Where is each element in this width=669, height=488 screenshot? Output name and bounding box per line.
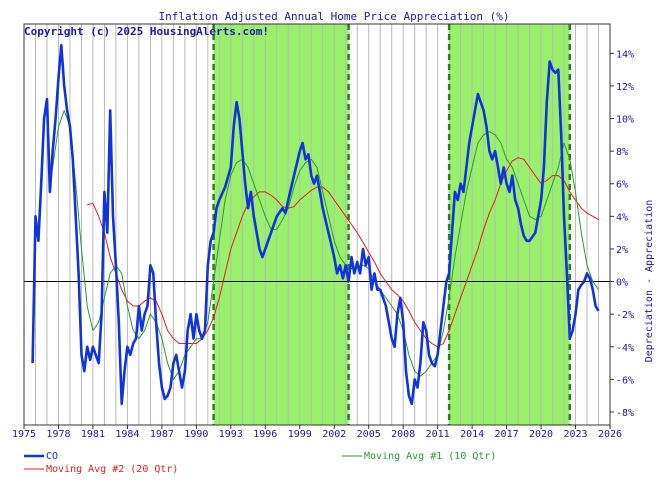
- x-tick-label-2005: 2005: [357, 429, 381, 440]
- x-tick-label-1984: 1984: [115, 429, 139, 440]
- y-tick-label-12%: 12%: [616, 82, 634, 93]
- y-tick-label-2%: 2%: [616, 245, 628, 256]
- y-tick-label-6%: 6%: [616, 180, 628, 191]
- x-tick-label-1999: 1999: [288, 429, 312, 440]
- x-tick-label-2023: 2023: [563, 429, 587, 440]
- y-tick-label-8%: 8%: [616, 147, 628, 158]
- shaded-period-2: [449, 24, 570, 425]
- x-tick-label-2017: 2017: [495, 429, 519, 440]
- x-tick-label-1975: 1975: [12, 429, 36, 440]
- x-tick-label-1996: 1996: [253, 429, 277, 440]
- x-tick-label-1978: 1978: [46, 429, 70, 440]
- x-tick-label-1981: 1981: [81, 429, 105, 440]
- x-tick-label-2008: 2008: [391, 429, 415, 440]
- y-tick-label-4%: 4%: [616, 212, 628, 223]
- y-tick-label--6%: -6%: [616, 375, 634, 386]
- legend-label-co: CO: [46, 451, 58, 462]
- y-tick-label--2%: -2%: [616, 310, 634, 321]
- x-tick-label-1987: 1987: [150, 429, 174, 440]
- x-tick-label-2011: 2011: [426, 429, 450, 440]
- series-line-moving-avg-1: [52, 109, 599, 380]
- x-tick-label-1993: 1993: [219, 429, 243, 440]
- y-tick-label-0%: 0%: [616, 278, 628, 289]
- y-tick-label--8%: -8%: [616, 408, 634, 419]
- y-axis-label: Depreciation - Appreciation: [644, 200, 655, 363]
- plot-frame: [23, 23, 611, 426]
- legend: CO Moving Avg #1 (10 Qtr) Moving Avg #2 (2…: [24, 451, 496, 475]
- series-line-co: [31, 43, 600, 406]
- x-tick-label-2014: 2014: [460, 429, 484, 440]
- x-tick-label-2020: 2020: [529, 429, 553, 440]
- x-tick-label-2002: 2002: [322, 429, 346, 440]
- series-line-moving-avg-2: [87, 157, 599, 348]
- y-tick-label-14%: 14%: [616, 49, 634, 60]
- y-axis-ticks: 14% 12% 10% 8% 6% 4% 2% 0% -2% -4% -6% -8%: [610, 49, 634, 419]
- legend-label-moving-avg-1: Moving Avg #1 (10 Qtr): [364, 451, 496, 462]
- shaded-period-1: [213, 24, 349, 425]
- y-tick-label--4%: -4%: [616, 343, 634, 354]
- x-tick-label-2026: 2026: [598, 429, 622, 440]
- copyright-notice: Copyright (c) 2025 HousingAlerts.com!: [24, 25, 269, 38]
- x-tick-label-1990: 1990: [184, 429, 208, 440]
- chart-title: Inflation Adjusted Annual Home Price App…: [159, 10, 510, 23]
- x-axis-ticks: 1975 1978 1981 1984 1987 1990 1993 1996 1999 2002…: [12, 425, 622, 440]
- legend-label-moving-avg-2: Moving Avg #2 (20 Qtr): [46, 464, 178, 475]
- series-lines: [31, 43, 600, 406]
- y-tick-label-10%: 10%: [616, 115, 634, 126]
